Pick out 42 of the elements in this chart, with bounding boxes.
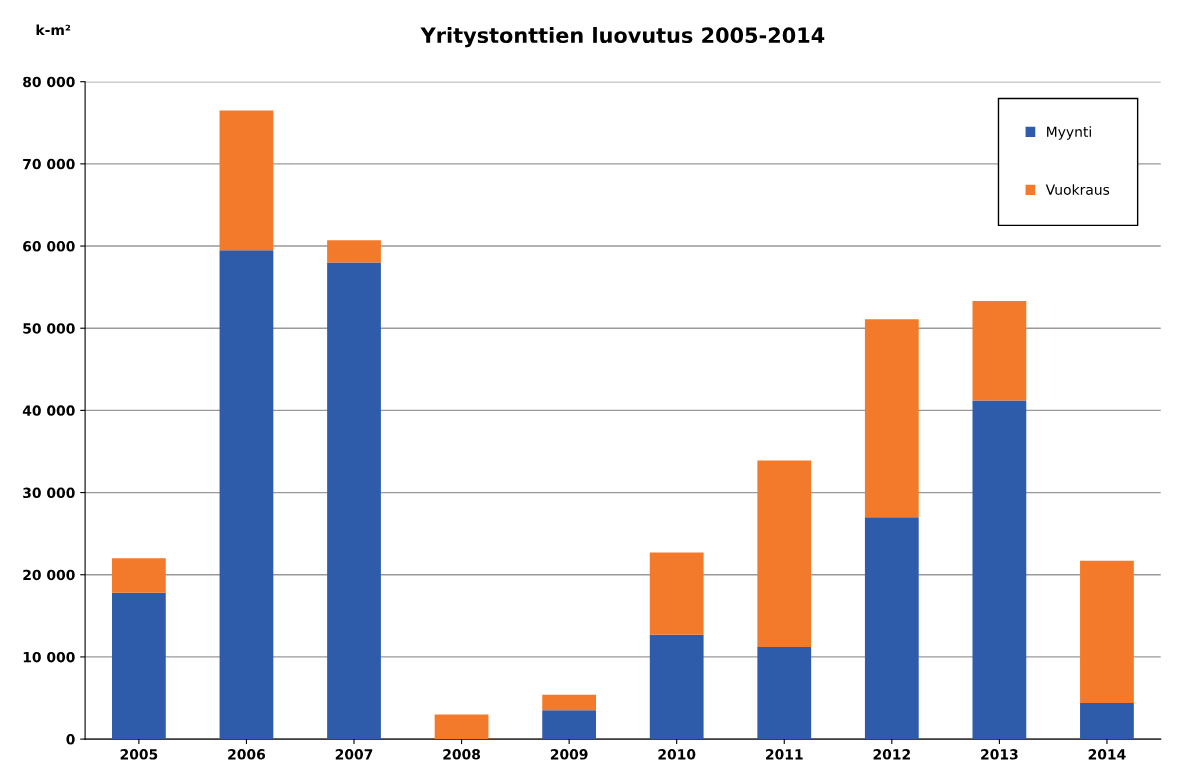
x-tick-label: 2007	[335, 749, 373, 760]
y-tick-label: 80 000	[23, 76, 75, 88]
x-tick-label: 2013	[981, 749, 1018, 760]
chart-title: Yritystonttien luovutus 2005-2014	[420, 26, 825, 48]
bar	[219, 250, 274, 740]
bar	[434, 714, 489, 740]
bar	[111, 558, 166, 593]
bar	[542, 694, 597, 711]
y-tick-label: 40 000	[22, 405, 75, 416]
bar	[327, 240, 381, 263]
bar	[1080, 702, 1134, 740]
bar	[649, 634, 704, 740]
y-axis-title: k-m²	[36, 24, 71, 36]
bar	[111, 592, 166, 740]
x-tick-label: 2006	[228, 749, 266, 760]
bar	[757, 460, 812, 648]
bar	[542, 710, 597, 740]
bar	[219, 110, 274, 251]
bar	[757, 647, 812, 740]
bar	[972, 400, 1027, 740]
legend-label: Vuokraus	[1045, 184, 1110, 195]
y-tick-label: 50 000	[23, 323, 75, 334]
bar	[972, 301, 1027, 401]
x-tick-label: 2009	[550, 749, 588, 760]
bar	[649, 552, 704, 635]
y-tick-label: 20 000	[23, 569, 75, 581]
x-tick-label: 2005	[120, 749, 158, 760]
y-tick-label: 70 000	[23, 158, 75, 170]
bar	[864, 517, 919, 740]
y-tick-label: 60 000	[23, 241, 75, 252]
y-tick-label: 0	[66, 734, 75, 745]
x-tick-label: 2012	[873, 749, 910, 760]
y-tick-label: 30 000	[23, 487, 75, 499]
x-tick-label: 2010	[658, 749, 696, 760]
x-tick-label: 2011	[766, 749, 803, 760]
bar	[864, 319, 919, 518]
bar	[1080, 560, 1134, 703]
bar	[327, 262, 381, 740]
legend-label: Myynti	[1047, 126, 1091, 140]
y-tick-label: 10 000	[23, 651, 75, 663]
x-tick-label: 2014	[1088, 749, 1126, 760]
x-tick-label: 2008	[443, 749, 481, 760]
